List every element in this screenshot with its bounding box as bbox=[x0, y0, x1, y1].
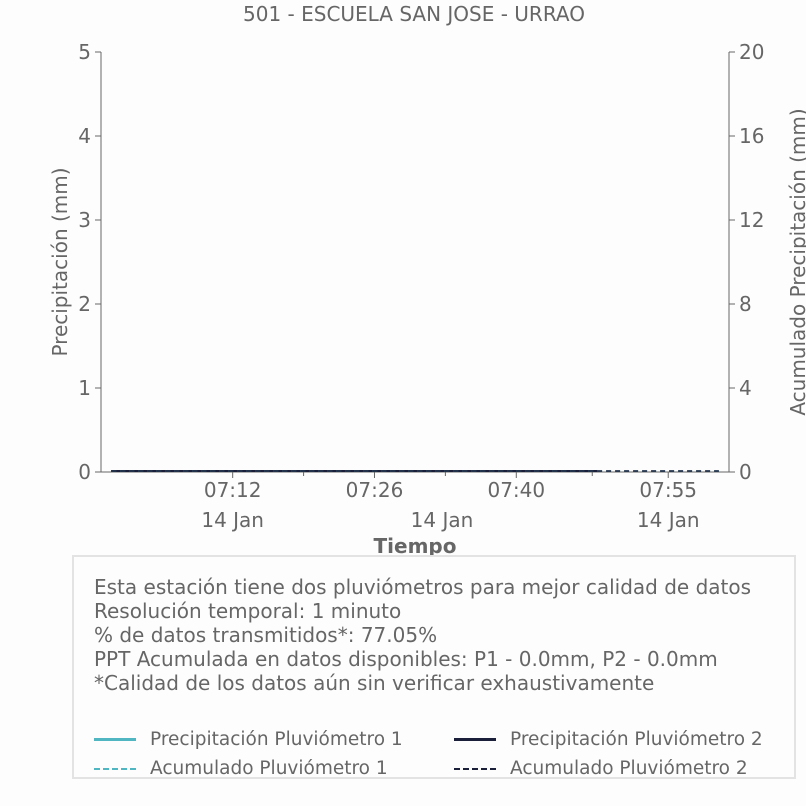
x-date-label: 14 Jan bbox=[201, 508, 264, 532]
legend-label: Precipitación Pluviómetro 2 bbox=[510, 729, 763, 750]
info-line: PPT Acumulada en datos disponibles: P1 -… bbox=[94, 647, 718, 671]
x-tick-label: 07:12 bbox=[204, 478, 262, 502]
legend-label: Acumulado Pluviómetro 1 bbox=[150, 758, 388, 779]
info-line: Resolución temporal: 1 minuto bbox=[94, 599, 402, 623]
y-tick-label: 2 bbox=[78, 292, 91, 316]
y-tick-label: 5 bbox=[78, 40, 91, 64]
y2-tick-label: 16 bbox=[739, 124, 764, 148]
x-tick-label: 07:55 bbox=[639, 478, 697, 502]
y-tick-label: 4 bbox=[78, 124, 91, 148]
y-tick-label: 0 bbox=[78, 460, 91, 484]
legend-swatch bbox=[454, 738, 496, 741]
x-date-label: 14 Jan bbox=[637, 508, 700, 532]
legend-label: Acumulado Pluviómetro 2 bbox=[510, 758, 748, 779]
legend-swatch bbox=[94, 767, 136, 770]
y2-tick-label: 0 bbox=[739, 460, 752, 484]
legend-item: Acumulado Pluviómetro 1 bbox=[94, 758, 388, 779]
x-tick-label: 07:40 bbox=[487, 478, 545, 502]
x-axis-label: Tiempo bbox=[374, 534, 457, 558]
info-line: % de datos transmitidos*: 77.05% bbox=[94, 623, 438, 647]
legend-item: Acumulado Pluviómetro 2 bbox=[454, 758, 748, 779]
y2-tick-label: 8 bbox=[739, 292, 752, 316]
legend-swatch bbox=[454, 767, 496, 770]
legend-item: Precipitación Pluviómetro 2 bbox=[454, 729, 763, 750]
y-axis-label: Precipitación (mm) bbox=[48, 167, 72, 356]
info-box: Esta estación tiene dos pluviómetros par… bbox=[72, 555, 796, 779]
x-tick-label: 07:26 bbox=[346, 478, 404, 502]
y2-axis-label: Acumulado Precipitación (mm) bbox=[786, 108, 806, 415]
info-text: Esta estación tiene dos pluviómetros par… bbox=[94, 575, 751, 695]
info-line: Esta estación tiene dos pluviómetros par… bbox=[94, 575, 752, 599]
info-line: *Calidad de los datos aún sin verificar … bbox=[94, 671, 655, 695]
legend-item: Precipitación Pluviómetro 1 bbox=[94, 729, 403, 750]
y2-tick-label: 20 bbox=[739, 40, 764, 64]
y-tick-label: 3 bbox=[78, 208, 91, 232]
y-tick-label: 1 bbox=[78, 376, 91, 400]
y2-tick-label: 12 bbox=[739, 208, 764, 232]
chart-title: 501 - ESCUELA SAN JOSE - URRAO bbox=[243, 2, 585, 26]
legend-swatch bbox=[94, 738, 136, 741]
x-date-label: 14 Jan bbox=[411, 508, 474, 532]
legend-label: Precipitación Pluviómetro 1 bbox=[150, 729, 403, 750]
y2-tick-label: 4 bbox=[739, 376, 752, 400]
